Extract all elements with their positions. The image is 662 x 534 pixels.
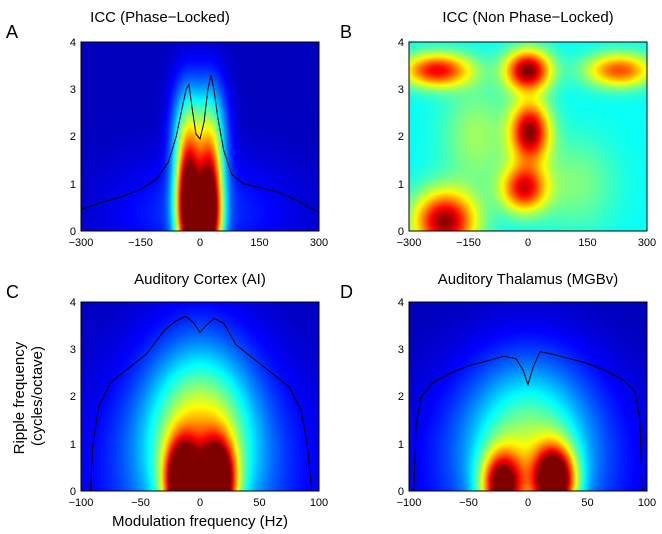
ytick-c-2: 2 — [70, 391, 76, 403]
ytick-d-0: 0 — [398, 486, 404, 498]
ytick-a-2: 2 — [70, 131, 76, 143]
ytick-b-3: 3 — [398, 84, 404, 96]
ticks-d: −100 −50 0 50 100 0 1 2 3 4 — [397, 297, 657, 509]
xtick-b-3: 150 — [578, 237, 596, 249]
heatmap-b — [409, 42, 647, 231]
xtick-a-0: −300 — [69, 237, 94, 249]
xtick-a-3: 150 — [250, 237, 268, 249]
ytick-c-4: 4 — [70, 297, 76, 309]
panel-b: B ICC (Non Phase−Locked) −300 −150 0 150… — [340, 9, 656, 249]
xtick-b-2: 0 — [525, 237, 531, 249]
y-axis-label: Ripple frequency (cycles/octave) — [11, 338, 46, 455]
ytick-b-0: 0 — [398, 226, 404, 238]
ytick-d-1: 1 — [398, 439, 404, 451]
heatmap-d — [409, 302, 647, 491]
ytick-a-0: 0 — [70, 226, 76, 238]
xtick-b-0: −300 — [397, 237, 422, 249]
ytick-d-2: 2 — [398, 391, 404, 403]
ytick-a-4: 4 — [70, 37, 76, 49]
x-axis-label: Modulation frequency (Hz) — [112, 513, 288, 530]
heatmap-c — [81, 302, 319, 491]
ytick-d-4: 4 — [398, 297, 404, 309]
ytick-b-4: 4 — [398, 37, 404, 49]
xtick-a-1: −150 — [128, 237, 153, 249]
panel-c: C Auditory Cortex (AI) −100 −50 0 50 100… — [6, 271, 328, 530]
contour-line-c — [90, 315, 313, 492]
xtick-a-2: 0 — [197, 237, 203, 249]
title-a: ICC (Phase−Locked) — [90, 9, 230, 26]
frame-d — [408, 301, 648, 492]
title-d: Auditory Thalamus (MGBv) — [438, 271, 619, 288]
ytick-d-3: 3 — [398, 344, 404, 356]
xtick-c-1: −50 — [131, 497, 150, 509]
y-axis-label-line1: Ripple frequency — [11, 341, 28, 454]
xtick-d-1: −50 — [459, 497, 478, 509]
heatmap-a — [81, 42, 319, 231]
ytick-b-1: 1 — [398, 179, 404, 191]
xtick-d-0: −100 — [397, 497, 422, 509]
ytick-a-3: 3 — [70, 84, 76, 96]
xtick-b-4: 300 — [638, 237, 656, 249]
panel-label-b: B — [340, 22, 352, 42]
ticks-a: −300 −150 0 150 300 0 1 2 3 4 — [69, 37, 329, 249]
title-b: ICC (Non Phase−Locked) — [442, 9, 613, 26]
frame-c — [80, 301, 320, 492]
ticks-c: −100 −50 0 50 100 0 1 2 3 4 — [69, 297, 329, 509]
frame-b — [408, 41, 648, 232]
panel-a: A ICC (Phase−Locked) −300 −150 0 150 300… — [6, 9, 328, 249]
ytick-c-3: 3 — [70, 344, 76, 356]
xtick-c-3: 50 — [253, 497, 265, 509]
ytick-c-1: 1 — [70, 439, 76, 451]
contour-line-d — [413, 351, 643, 492]
panel-d: D Auditory Thalamus (MGBv) −100 −50 0 50… — [340, 271, 656, 509]
contour-line-a — [80, 74, 320, 214]
ytick-a-1: 1 — [70, 179, 76, 191]
xtick-d-3: 50 — [581, 497, 593, 509]
xtick-c-0: −100 — [69, 497, 94, 509]
title-c: Auditory Cortex (AI) — [134, 271, 266, 288]
xtick-c-2: 0 — [197, 497, 203, 509]
xtick-a-4: 300 — [310, 237, 328, 249]
y-axis-label-line2: (cycles/octave) — [29, 346, 46, 446]
panel-label-a: A — [6, 22, 18, 42]
xtick-d-4: 100 — [638, 497, 656, 509]
xtick-d-2: 0 — [525, 497, 531, 509]
ytick-b-2: 2 — [398, 131, 404, 143]
panel-label-d: D — [340, 282, 353, 302]
ytick-c-0: 0 — [70, 486, 76, 498]
frame-a — [80, 41, 320, 232]
xtick-b-1: −150 — [456, 237, 481, 249]
panel-label-c: C — [6, 282, 19, 302]
ticks-b: −300 −150 0 150 300 0 1 2 3 4 — [397, 37, 657, 249]
xtick-c-4: 100 — [310, 497, 328, 509]
